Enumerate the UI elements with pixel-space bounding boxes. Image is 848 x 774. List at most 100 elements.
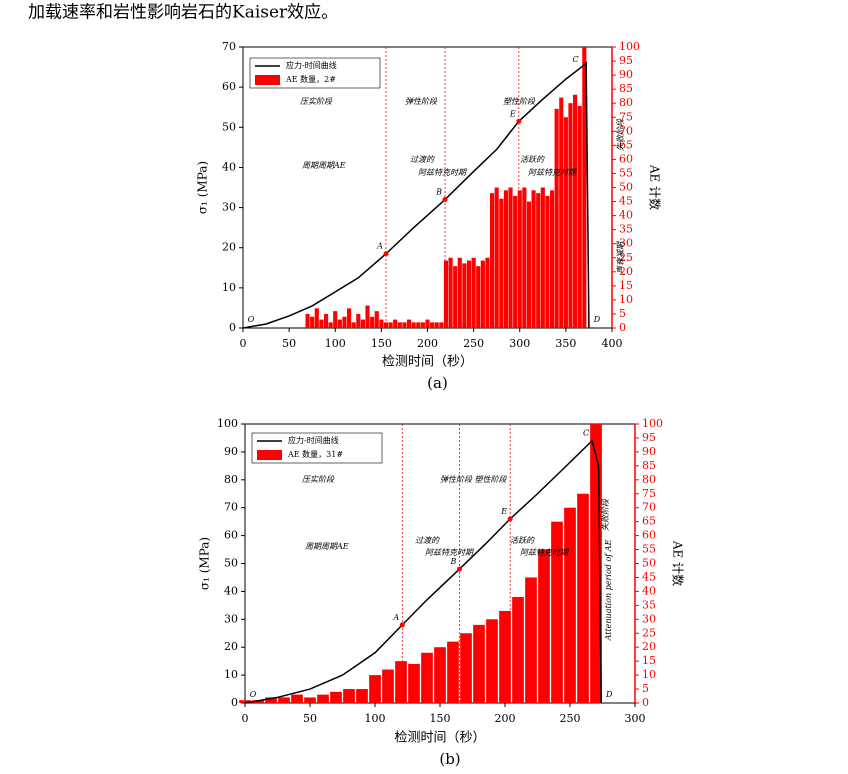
ae-bar [538,549,550,703]
y-tick-label: 60 [224,529,238,542]
ae-bar [252,700,264,703]
x-tick-label: 100 [325,337,346,350]
phase-annotation: 周期周期AE [305,542,349,551]
point-label: C [572,55,578,64]
y-tick-label: 20 [224,640,238,653]
phase-annotation: 塑性阶段 [503,97,536,106]
ae-bar [439,322,444,328]
ae-bar [494,187,499,328]
x-tick-label: 200 [495,712,516,725]
ae-bar [480,260,485,328]
ae-bar [577,106,582,328]
ae-bar [314,308,319,328]
x-tick-label: 150 [430,712,451,725]
ae-bar [374,311,379,328]
ae-bar [265,697,277,703]
ae-bar [360,319,366,328]
y-tick-label: 40 [222,160,236,173]
legend-swatch [255,75,280,85]
ae-bar [485,257,490,328]
ae-bar [406,319,412,328]
ae-bar [460,633,472,703]
x-axis-title: 检测时间（秒） [382,355,473,370]
ae-bar [370,316,375,328]
ae-bar [402,322,407,328]
y2-axis-title: AE 计数 [648,164,663,210]
legend-label: AE 数量，2# [285,74,336,84]
y2-tick-label: 100 [642,417,663,430]
ae-bar [512,596,524,703]
y-axis-title: σ₁ (MPa) [198,537,212,590]
phase-annotation: 弹性阶段 塑性阶段 [440,475,508,484]
ae-bar [564,507,576,703]
ae-bar [328,322,333,328]
y2-tick-label: 60 [642,529,656,542]
ae-bar [304,697,316,703]
y2-tick-label: 30 [619,237,633,250]
y2-tick-label: 60 [619,152,633,165]
y2-tick-label: 95 [619,54,633,67]
x-axis-title: 检测时间（秒） [394,731,485,746]
ae-bar [347,308,352,328]
y2-tick-label: 65 [619,138,633,151]
y2-tick-label: 70 [642,501,656,514]
x-tick-label: 400 [602,337,623,350]
y2-tick-label: 65 [642,515,656,528]
y-tick-label: 40 [224,584,238,597]
y-tick-label: 70 [222,40,236,53]
ae-bar [503,190,508,328]
ae-bar [590,424,602,703]
y-tick-label: 10 [222,281,236,294]
ae-bar [443,260,449,328]
y2-tick-label: 10 [642,668,656,681]
y-tick-label: 50 [222,120,236,133]
point-label: C [583,429,589,438]
ae-bar [577,493,589,703]
y2-tick-label: 10 [619,293,633,306]
y-tick-label: 0 [229,321,236,334]
ae-bar [462,263,467,328]
ae-bar [310,316,315,328]
y-tick-label: 80 [224,473,238,486]
ae-bar [323,313,329,328]
header-text: 加载速率和岩性影响岩石的Kaiser效应。 [28,3,338,23]
y2-tick-label: 45 [619,195,633,208]
ae-bar [554,108,559,328]
ae-bar [453,266,458,328]
y2-tick-label: 55 [642,543,656,556]
key-point [507,516,513,522]
y2-tick-label: 70 [619,124,633,137]
ae-bar [531,190,536,328]
ae-bar [473,624,485,703]
ae-bar [421,652,433,703]
y-tick-label: 70 [224,501,238,514]
x-tick-label: 100 [365,712,386,725]
ae-bar [333,311,338,328]
x-tick-label: 350 [555,337,576,350]
phase-annotation: 弹性阶段 [405,97,438,106]
phase-annotation: 周期周期AE [302,161,346,170]
ae-bar [379,319,384,328]
phase-annotation: Attenuation period of AE [604,539,613,641]
y-tick-label: 100 [217,417,238,430]
y-tick-label: 0 [231,696,238,709]
ae-bar [330,691,342,703]
ae-bar [388,322,393,328]
ae-bar [239,700,251,703]
y2-tick-label: 25 [619,251,633,264]
x-tick-label: 250 [463,337,484,350]
x-tick-label: 250 [560,712,581,725]
ae-bar [486,619,498,703]
ae-bar [305,313,310,328]
legend-label: 应力-时间曲线 [286,60,337,70]
key-point [457,566,462,572]
point-label: D [605,690,613,699]
x-tick-label: 50 [282,337,296,350]
phase-annotation: 压实阶段 [302,475,335,484]
ae-bar [457,257,462,328]
x-tick-label: 300 [509,337,530,350]
point-label: O [248,315,255,324]
x-tick-label: 200 [417,337,438,350]
ae-bar [397,322,402,328]
